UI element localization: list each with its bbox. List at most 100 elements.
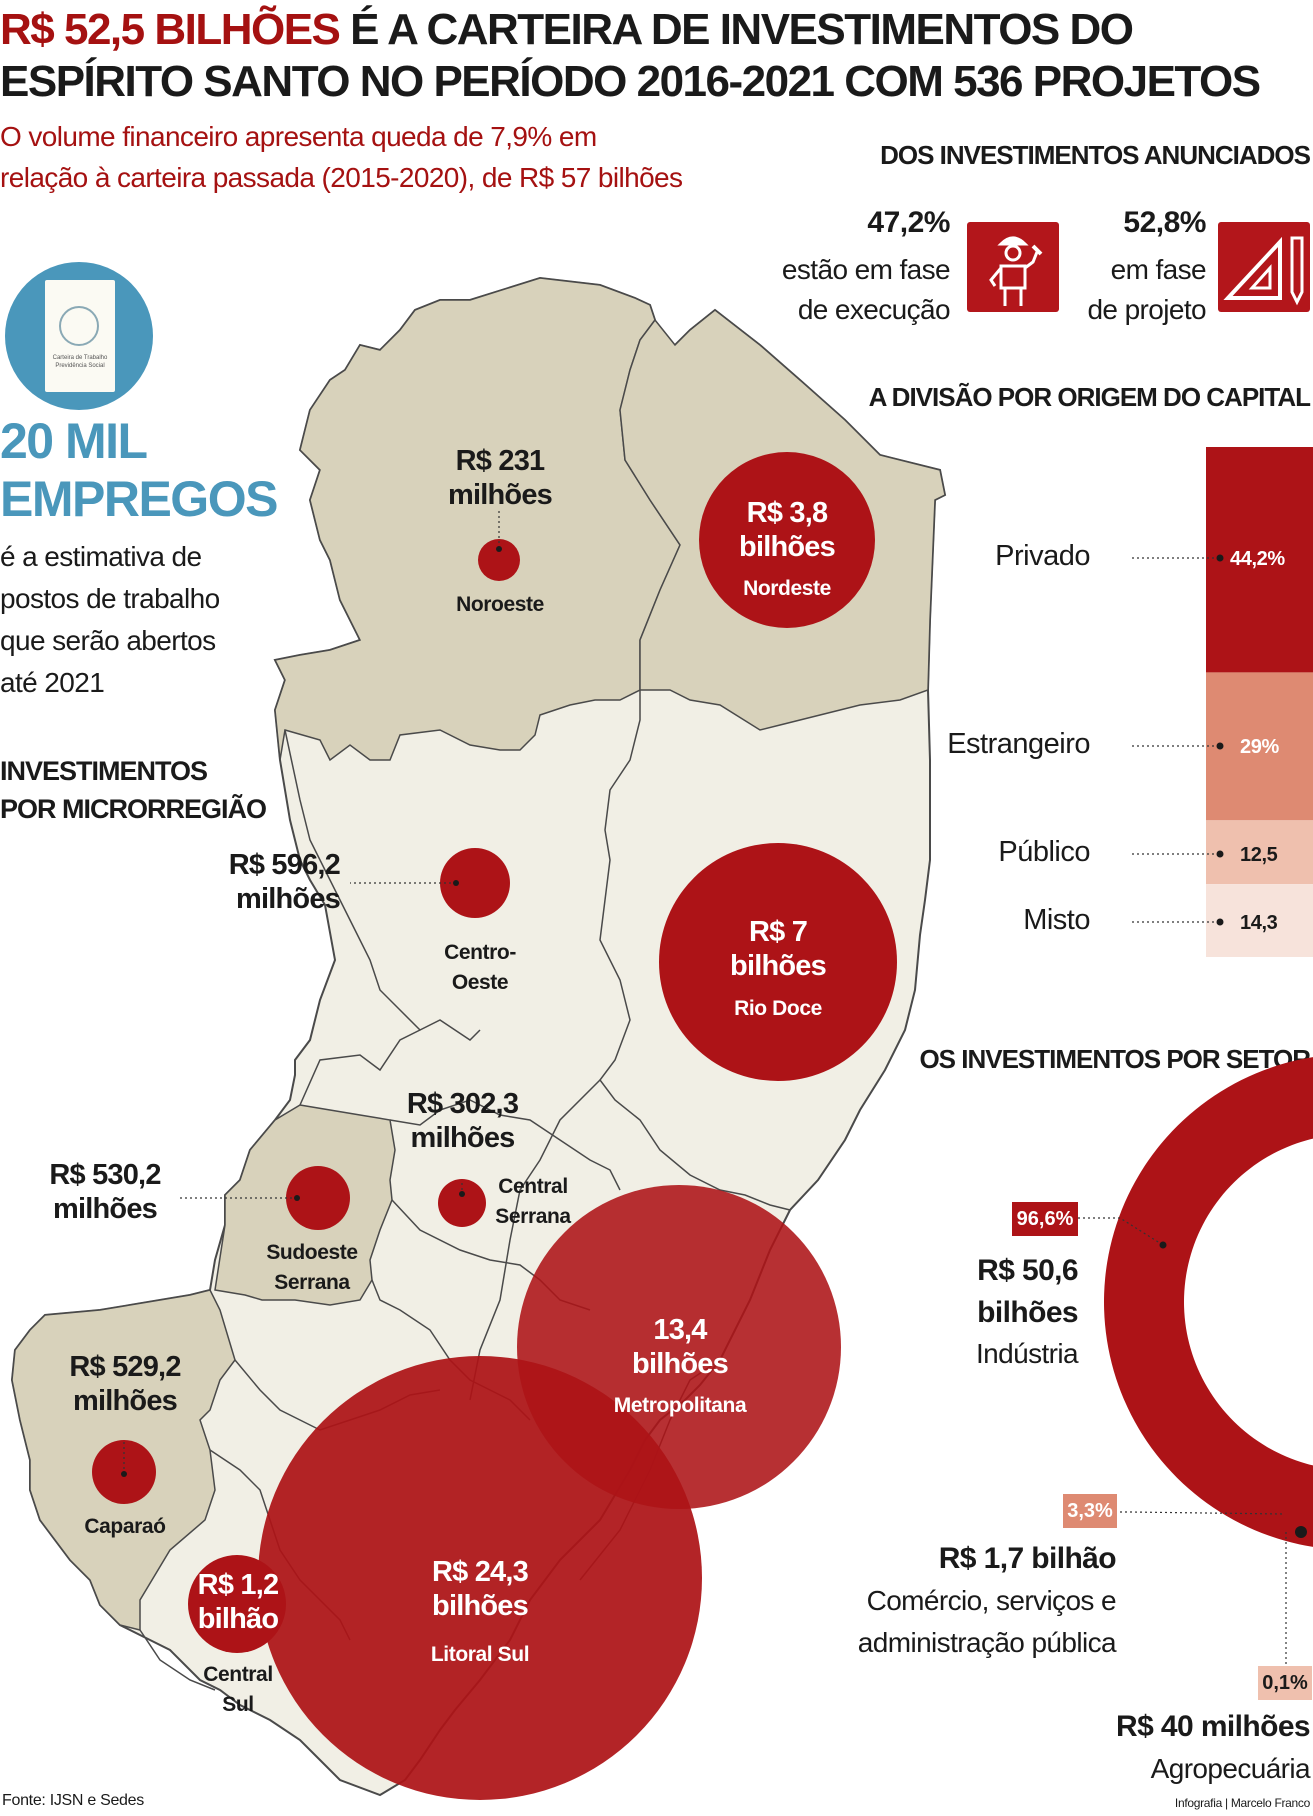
sector-value-industria-line-1: R$ 50,6 <box>977 1254 1078 1287</box>
sector-pct-comercio: 3,3% <box>1063 1494 1117 1528</box>
noroeste-value-line-2: milhões <box>448 479 553 511</box>
jobs-headline: 20 MIL EMPREGOS <box>0 412 278 528</box>
jobs-big-line-2: EMPREGOS <box>0 471 278 527</box>
sector-value-comercio: R$ 1,7 bilhão <box>938 1542 1117 1575</box>
bubble-central-serrana <box>438 1179 486 1227</box>
centro-oeste-name-line-2: Oeste <box>451 971 509 994</box>
subtitle: O volume financeiro apresenta queda de 7… <box>0 116 730 198</box>
capital-value-estrangeiro: 29% <box>1240 736 1279 758</box>
capital-value-publico: 12,5 <box>1240 844 1278 866</box>
capital-label-publico: Público <box>998 836 1090 868</box>
capital-dot-publico <box>1216 850 1224 858</box>
project-pct: 52,8% <box>1123 206 1206 239</box>
bubble-central-sul <box>188 1555 286 1653</box>
capital-heading: A DIVISÃO POR ORIGEM DO CAPITAL <box>868 382 1311 412</box>
sudoeste-serrana-value: R$ 530,2 milhões <box>30 1158 180 1226</box>
bubble-center-dots <box>121 546 502 1477</box>
sudoeste-serrana-value-line-1: R$ 530,2 <box>49 1159 161 1191</box>
noroeste-value-line-1: R$ 231 <box>455 445 546 477</box>
centro-oeste-name-line-1: Centro- <box>444 941 516 964</box>
bubble-nordeste <box>699 452 875 628</box>
bubble-rio-doce <box>659 843 897 1081</box>
central-serrana-value-line-1: R$ 302,3 <box>406 1088 519 1120</box>
micro-heading-line-1: INVESTIMENTOS <box>0 756 208 786</box>
sudoeste-serrana-name-line-2: Serrana <box>274 1271 350 1294</box>
jobs-text-line-2: postos de trabalho <box>0 583 220 614</box>
caparao-name: Caparaó <box>84 1515 166 1538</box>
noroeste-name: Noroeste <box>456 593 544 616</box>
rio-doce-value-line-2: bilhões <box>730 950 827 982</box>
sector-pct-agropecuaria: 0,1% <box>1258 1666 1312 1700</box>
metropolitana-name: Metropolitana <box>613 1394 747 1417</box>
subtitle-line-1: O volume financeiro apresenta queda de 7… <box>0 121 597 152</box>
caparao-value-line-1: R$ 529,2 <box>69 1351 181 1383</box>
work-card-caption-2: Previdência Social <box>55 363 105 369</box>
nordeste-value-line-1: R$ 3,8 <box>746 497 828 529</box>
project-text-line-2: de projeto <box>1087 294 1206 325</box>
title-highlight: R$ 52,5 BILHÕES <box>0 5 341 54</box>
jobs-text-line-1: é a estimativa de <box>0 541 202 572</box>
metropolitana-value-line-2: bilhões <box>632 1348 729 1380</box>
execution-pct: 47,2% <box>867 206 950 239</box>
capital-dot-misto <box>1216 918 1224 926</box>
leader-lines <box>123 510 500 1474</box>
capital-bar-publico <box>1206 820 1313 885</box>
litoral-sul-value-line-2: bilhões <box>432 1590 529 1622</box>
work-card-icon: Carteira de Trabalho Previdência Social <box>5 262 153 410</box>
litoral-sul-value-line-1: R$ 24,3 <box>432 1556 529 1588</box>
page-title: R$ 52,5 BILHÕES É A CARTEIRA DE INVESTIM… <box>0 4 1313 108</box>
sector-pct-industria: 96,6% <box>1012 1202 1078 1236</box>
micro-heading-line-2: POR MICRORREGIÃO <box>0 794 267 824</box>
bubble-noroeste <box>478 539 520 581</box>
central-sul-value-line-2: bilhão <box>197 1603 279 1635</box>
sudoeste-serrana-value-line-2: milhões <box>53 1193 158 1225</box>
announced-heading: DOS INVESTIMENTOS ANUNCIADOS <box>880 140 1311 170</box>
project-text: em fase de projeto <box>1000 250 1206 330</box>
jobs-text-line-4: até 2021 <box>0 667 105 698</box>
source-note: Fonte: IJSN e Sedes <box>2 1792 144 1809</box>
micro-heading: INVESTIMENTOS POR MICRORREGIÃO <box>0 752 267 828</box>
nordeste-name: Nordeste <box>743 577 831 600</box>
execution-text-line-2: de execução <box>797 294 951 325</box>
bubbles <box>92 452 897 1800</box>
credit-note: Infografia | Marcelo Franco <box>1174 1796 1310 1810</box>
sector-value-industria: R$ 50,6 bilhões <box>900 1250 1078 1334</box>
metropolitana-value-line-1: 13,4 <box>653 1314 707 1346</box>
jobs-text: é a estimativa de postos de trabalho que… <box>0 536 300 704</box>
central-serrana-value-line-2: milhões <box>410 1122 516 1154</box>
ruler-pencil-icon <box>1218 222 1310 312</box>
work-card-caption-1: Carteira de Trabalho <box>52 355 108 361</box>
sector-value-industria-line-2: bilhões <box>977 1296 1078 1329</box>
centro-oeste-name: Centro- Oeste <box>400 938 560 998</box>
title-line-2: ESPÍRITO SANTO NO PERÍODO 2016-2021 COM … <box>0 57 1261 106</box>
sudoeste-serrana-name-line-1: Sudoeste <box>266 1241 358 1264</box>
rio-doce-name: Rio Doce <box>734 997 822 1020</box>
capital-label-estrangeiro: Estrangeiro <box>947 728 1090 760</box>
worker-icon <box>967 222 1059 312</box>
capital-bar-misto <box>1206 884 1313 957</box>
execution-text-line-1: estão em fase <box>781 254 951 285</box>
capital-dot-privado <box>1216 554 1224 562</box>
capital-dot-estrangeiro <box>1216 742 1224 750</box>
litoral-sul-name: Litoral Sul <box>430 1643 530 1666</box>
central-sul-name-line-1: Central <box>203 1663 273 1686</box>
rio-doce-value: R$ 7 bilhões <box>698 915 858 983</box>
central-sul-value-line-1: R$ 1,2 <box>197 1569 279 1601</box>
central-serrana-value: R$ 302,3 milhões <box>380 1087 545 1155</box>
bubble-metropolitana <box>517 1185 841 1509</box>
sector-label-agropecuaria: Agropecuária <box>1150 1753 1311 1784</box>
sector-label-comercio-line-1: Comércio, serviços e <box>866 1585 1117 1616</box>
central-sul-value: R$ 1,2 bilhão <box>168 1568 308 1636</box>
project-text-line-1: em fase <box>1110 254 1207 285</box>
sector-label-comercio-line-2: administração pública <box>857 1627 1117 1658</box>
jobs-text-line-3: que serão abertos <box>0 625 216 656</box>
central-serrana-name-line-1: Central <box>498 1175 568 1198</box>
rio-doce-value-line-1: R$ 7 <box>748 916 808 948</box>
central-sul-name: Central Sul <box>178 1660 298 1720</box>
capital-label-misto: Misto <box>1023 904 1090 936</box>
caparao-value-line-2: milhões <box>73 1385 178 1417</box>
central-serrana-name: Central Serrana <box>483 1172 583 1232</box>
